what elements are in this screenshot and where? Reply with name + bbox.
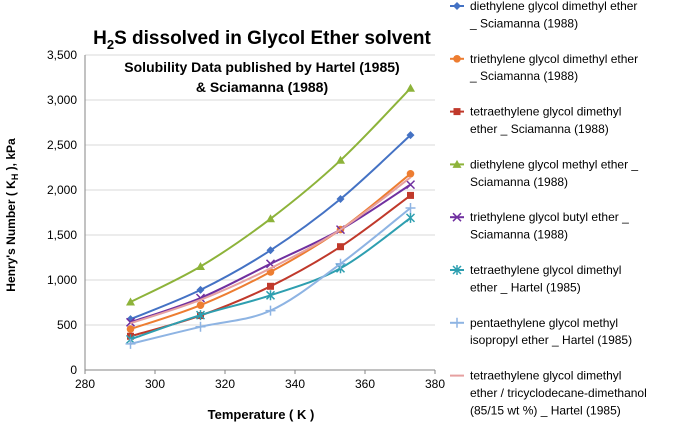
data-point [265,290,276,301]
data-point [195,321,206,332]
y-tick-label: 3,000 [47,93,77,107]
x-tick-label: 280 [75,377,95,391]
legend-swatch-marker [453,2,461,10]
data-point [336,195,345,203]
legend-item-6: tetraethylene glycol dimethyl ether _ Har… [450,263,621,294]
data-point [125,338,136,349]
x-tick-labels: 280 300 320 340 360 380 [75,377,445,391]
legend-label: Sciamanna (1988) [470,228,568,242]
legend-swatch-marker [452,265,462,275]
data-point [406,131,415,140]
data-point [195,310,206,321]
legend: diethylene glycol dimethyl ether _ Sciama… [450,0,647,417]
y-tick-label: 2,000 [47,183,77,197]
x-axis-label: Temperature ( K ) [208,407,315,422]
x-tick-label: 320 [215,377,235,391]
data-point [196,301,205,310]
legend-label: (85/15 wt %) _ Hartel (1985) [470,403,621,417]
legend-label: ether _ Hartel (1985) [470,280,581,294]
axes [84,55,436,374]
legend-label: pentaethylene glycol methyl [470,316,618,330]
x-tick-label: 300 [145,377,165,391]
series-3 [127,191,414,340]
y-tick-labels: 0 500 1,000 1,500 2,000 2,500 3,000 3,500 [47,48,77,377]
legend-label: triethylene glycol dimethyl ether [470,52,638,66]
series-line [130,217,412,341]
y-axis-label: Henry's Number ( KH ), kPa [4,138,20,292]
legend-label: isopropyl ether _ Hartel (1985) [470,333,632,347]
legend-label: ether / tricyclodecane-dimethanol [470,386,647,400]
legend-label: _ Sciamanna (1988) [469,69,578,83]
data-point [196,285,205,294]
legend-label: Sciamanna (1988) [470,175,568,189]
legend-swatch-marker [453,108,461,116]
legend-swatch-marker [452,317,462,328]
chart-title: H2S dissolved in Glycol Ether solvent [93,28,431,52]
gridlines [85,54,435,326]
legend-item-2: triethylene glycol dimethyl ether _ Sciam… [450,52,638,83]
data-point [406,83,415,92]
data-point [266,214,275,223]
series-line [130,176,412,325]
data-point [335,258,346,269]
legend-label: tetraethylene glycol dimethyl [470,263,621,277]
legend-label: ether _ Sciamanna (1988) [470,122,609,136]
data-point [266,246,275,255]
legend-label: tetraethylene glycol dimethyl [470,369,621,383]
chart-subtitle-line-1: Solubility Data published by Hartel (198… [124,59,399,75]
legend-swatch-marker [452,212,462,222]
data-point [265,305,276,316]
data-point [407,191,414,199]
data-point [337,243,344,251]
legend-label: tetraethylene glycol dimethyl [470,105,621,119]
legend-item-4: diethylene glycol methyl ether _ Sciamann… [450,157,638,189]
data-point [405,203,416,213]
legend-swatch-marker [452,159,462,168]
data-point [336,155,345,164]
data-point [406,170,415,178]
data-point [267,282,274,290]
series-8 [130,176,412,325]
legend-label: triethylene glycol butyl ether _ [470,210,629,224]
legend-item-8: tetraethylene glycol dimethyl ether / tri… [450,369,647,417]
data-point [196,262,205,270]
legend-label: _ Sciamanna (1988) [469,16,578,30]
series-4 [126,83,415,306]
x-tick-label: 360 [355,377,375,391]
legend-label: diethylene glycol methyl ether _ [470,157,638,171]
chart-subtitle-line-2: & Sciamanna (1988) [196,79,328,95]
legend-item-1: diethylene glycol dimethyl ether _ Sciama… [450,0,637,30]
data-point [126,325,135,333]
series-group [125,83,416,349]
x-tick-label: 380 [425,377,445,391]
legend-item-5: triethylene glycol butyl ether _ Sciamann… [450,210,629,242]
x-tick-label: 340 [285,377,305,391]
data-point [126,297,135,306]
series-7 [125,203,416,349]
legend-item-3: tetraethylene glycol dimethyl ether _ Sci… [450,105,621,136]
y-tick-label: 500 [57,318,77,332]
legend-label: diethylene glycol dimethyl ether [470,0,637,13]
legend-swatch-marker [453,55,461,63]
y-tick-label: 1,500 [47,228,77,242]
y-tick-label: 1,000 [47,273,77,287]
y-tick-label: 3,500 [47,48,77,62]
data-point [405,180,416,190]
y-tick-label: 0 [70,363,77,377]
data-point [405,212,416,223]
y-tick-label: 2,500 [47,138,77,152]
legend-item-7: pentaethylene glycol methyl isopropyl eth… [450,316,632,347]
